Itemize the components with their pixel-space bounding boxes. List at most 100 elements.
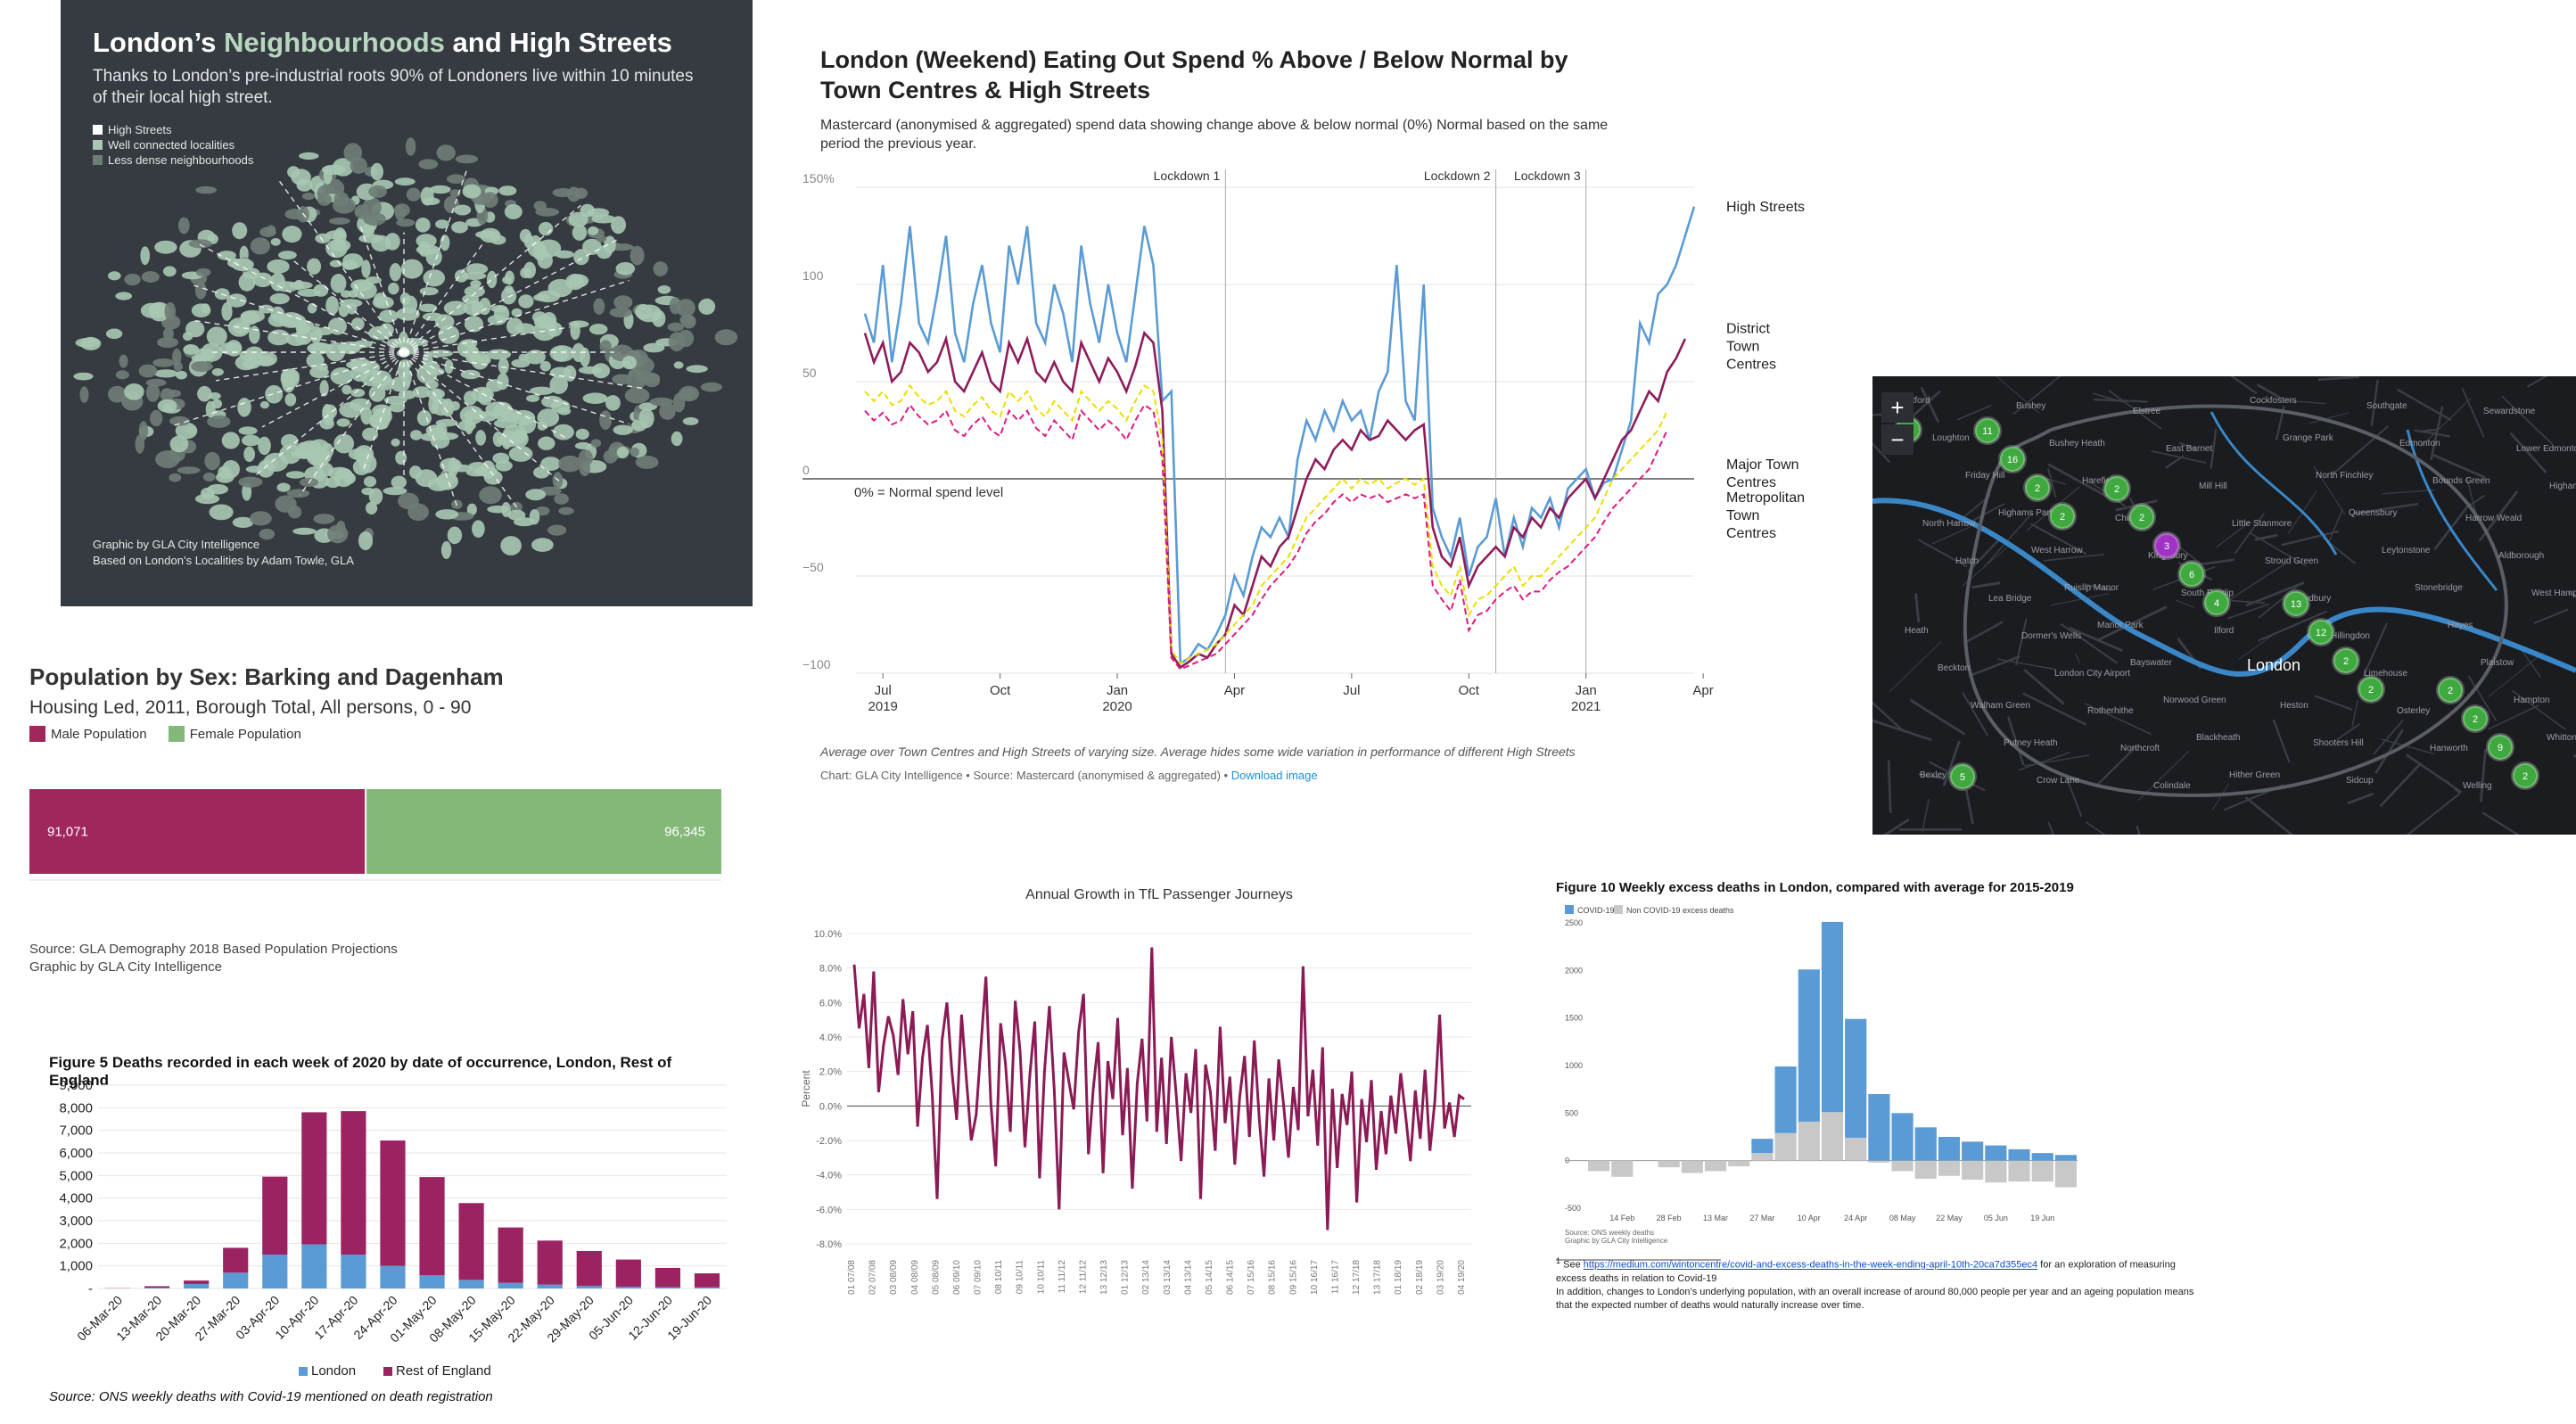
road	[2272, 719, 2291, 763]
dark-map-panel[interactable]: Watford Bushey Elstree Cockfosters Southgate…	[1872, 376, 2576, 835]
london-bar	[458, 1280, 484, 1288]
winton-link[interactable]: https://medium.com/wintoncentre/covid-an…	[1583, 1259, 2038, 1271]
x-tick-label: 11 16/17	[1330, 1260, 1340, 1295]
locality-patch	[284, 314, 307, 328]
noncovid-bar	[1962, 1160, 1984, 1180]
locality-patch	[153, 369, 178, 378]
x-tick-label: 06 09/10	[952, 1260, 962, 1295]
locality-patch	[330, 239, 351, 252]
neighbourhoods-map	[73, 137, 738, 559]
road	[2254, 533, 2278, 541]
cluster-count: 2	[2139, 513, 2144, 523]
locality-patch	[525, 350, 546, 365]
locality-patch	[80, 336, 102, 350]
locality-patch	[307, 302, 317, 314]
locality-patch	[284, 209, 306, 220]
locality-patch	[243, 446, 255, 463]
road	[2231, 599, 2265, 605]
locality-patch	[396, 218, 416, 227]
road	[2481, 811, 2520, 835]
cluster-count: 9	[2498, 743, 2503, 753]
locality-patch	[673, 361, 684, 369]
locality-patch	[169, 435, 189, 453]
locality-patch	[668, 332, 686, 352]
locality-patch	[350, 157, 368, 174]
growth-line	[852, 947, 1465, 1231]
locality-patch	[221, 432, 240, 449]
place-label: Sudbury	[2298, 594, 2331, 604]
road	[1967, 536, 2003, 573]
locality-patch	[222, 460, 240, 479]
x-tick-label: 02 13/14	[1141, 1260, 1151, 1295]
locality-patch	[508, 446, 533, 462]
locality-patch	[657, 285, 671, 294]
locality-patch	[168, 390, 181, 398]
road	[2023, 754, 2090, 767]
locality-patch	[676, 299, 695, 317]
locality-patch	[342, 384, 352, 395]
locality-patch	[590, 439, 602, 448]
locality-patch	[486, 379, 504, 392]
locality-patch	[448, 457, 459, 477]
road	[1918, 539, 1968, 568]
road	[2065, 777, 2083, 818]
locality-patch	[572, 224, 588, 241]
locality-patch	[188, 239, 212, 249]
locality-patch	[558, 455, 582, 473]
locality-patch	[538, 436, 556, 450]
road	[2044, 553, 2104, 562]
cluster-marker	[2486, 733, 2514, 761]
locality-patch	[573, 249, 589, 266]
noncovid-bar	[2054, 1160, 2077, 1188]
download-image-link[interactable]: Download image	[1230, 769, 1318, 782]
locality-patch	[368, 384, 386, 402]
covid-bar	[1891, 1113, 1913, 1161]
locality-patch	[457, 420, 476, 432]
dark-map[interactable]: Watford Bushey Elstree Cockfosters Southgate…	[1872, 376, 2576, 835]
locality-patch	[231, 258, 254, 271]
locality-patch	[399, 292, 411, 306]
road	[2407, 792, 2461, 835]
london-bar	[380, 1265, 406, 1288]
london-bar	[301, 1244, 327, 1288]
population-panel: Population by Sex: Barking and Dagenham …	[0, 651, 749, 990]
series-line	[864, 383, 1668, 665]
place-label: Hatch	[1955, 556, 1979, 566]
locality-patch	[418, 159, 439, 169]
high-street-line	[403, 351, 630, 425]
locality-patch	[520, 267, 531, 279]
locality-patch	[317, 363, 328, 372]
locality-patch	[249, 325, 260, 344]
zoom-out-button[interactable]: −	[1881, 424, 1913, 455]
y-tick-label: -500	[1565, 1204, 1581, 1213]
high-street-line	[403, 169, 468, 353]
locality-patch	[638, 408, 654, 429]
place-label: Sidcup	[2346, 776, 2374, 786]
locality-patch	[447, 526, 463, 545]
locality-patch	[604, 235, 616, 254]
road	[2075, 653, 2080, 663]
y-tick-label: 8.0%	[819, 964, 842, 975]
place-label: Hayes	[2448, 621, 2473, 630]
x-tick-label: 02 18/19	[1415, 1260, 1425, 1295]
waterway	[2210, 411, 2498, 591]
road	[2432, 453, 2486, 479]
road	[2488, 652, 2544, 697]
high-street-line	[173, 351, 405, 427]
road	[1942, 740, 1961, 786]
locality-patch	[217, 251, 236, 260]
locality-patch	[194, 281, 207, 300]
zoom-in-button[interactable]: +	[1881, 392, 1913, 423]
road	[2465, 476, 2478, 518]
eating-out-chart: 150% 100 50 0 −50 −100 0% = Normal spend level…	[802, 169, 1805, 714]
noncovid-bar	[1704, 1160, 1727, 1172]
x-tick-label: 2021	[1571, 699, 1601, 714]
place-label: Colindale	[2153, 781, 2191, 791]
locality-patch	[533, 293, 550, 301]
y-tick-label: 8,000	[59, 1100, 93, 1115]
road	[2216, 521, 2251, 548]
road	[2115, 499, 2158, 512]
locality-patch	[416, 364, 438, 384]
road	[2226, 603, 2270, 620]
place-label: West Harrow	[2031, 546, 2083, 556]
